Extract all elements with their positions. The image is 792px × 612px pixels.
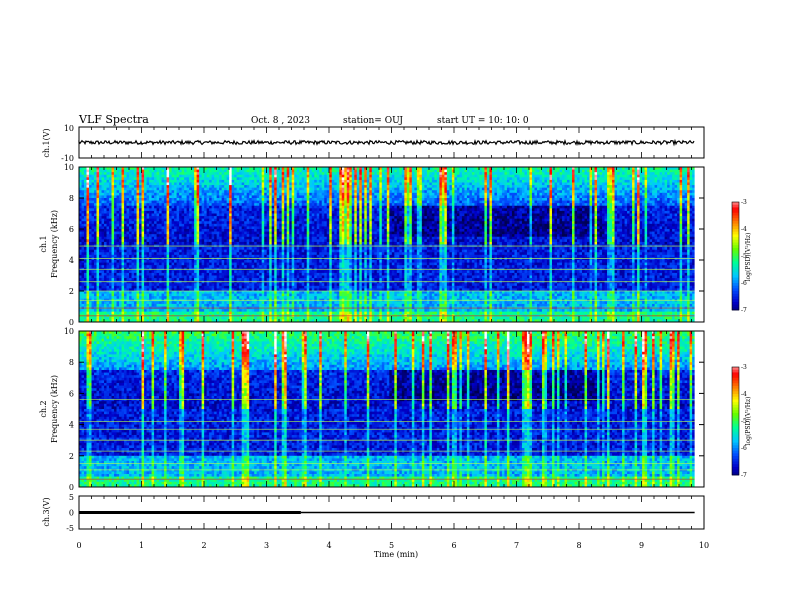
ch1-ytick-min: -10: [61, 154, 74, 163]
ch1-ytick-max: 10: [64, 124, 74, 133]
x-tick-label: 1: [139, 541, 144, 550]
spec-ytick-label: 0: [69, 318, 74, 327]
colorbar-tick-label: -5: [741, 418, 747, 425]
colorbar-tick-label: -7: [741, 472, 747, 479]
spec-ytick-label: 4: [69, 256, 74, 265]
ch2-colorbar-label: log(PSD)(V²/Hz): [745, 397, 752, 446]
ch3-ytick-min: -5: [66, 524, 74, 533]
x-tick-label: 2: [201, 541, 206, 550]
ch1-waveform-line: [78, 138, 695, 147]
colorbar-tick-label: -4: [741, 391, 747, 398]
colorbar-tick-label: -7: [741, 307, 747, 314]
colorbar-tick-label: -6: [741, 280, 747, 287]
ch2-spec-ylabel-channel: ch.2: [39, 400, 48, 417]
x-tick-label: 4: [326, 541, 331, 550]
ch1-spec-ylabel-freq: Frequency (kHz): [50, 210, 59, 278]
x-tick-label: 6: [451, 541, 456, 550]
ch3-ytick-mid: 0: [69, 509, 74, 518]
ch2-colorbar: -3 -4 -5 -6 -7: [731, 364, 747, 479]
colorbar-tick-label: -5: [741, 253, 747, 260]
colorbar-tick-label: -6: [741, 445, 747, 452]
spec-ytick-label: 10: [64, 327, 74, 336]
spec-ytick-label: 10: [64, 163, 74, 172]
x-tick-label: 9: [639, 541, 644, 550]
ch1-spec-ylabel-channel: ch.1: [39, 235, 48, 252]
ch3-ytick-max: 5: [69, 493, 74, 502]
x-tick-label: 10: [699, 541, 709, 550]
x-axis-ticks: [78, 127, 705, 529]
colorbar-tick-label: -4: [741, 226, 747, 233]
ch1-ylabel: ch.1(V): [42, 128, 51, 157]
ch1-colorbar-label: log(PSD)(V²/Hz): [745, 233, 752, 282]
spec-ytick-label: 2: [69, 287, 74, 296]
ch3-ylabel: ch.3(V): [42, 497, 51, 526]
ch1-colorbar: -3 -4 -5 -6 -7: [731, 199, 747, 314]
x-axis-label: Time (min): [374, 550, 418, 559]
x-tick-label: 8: [576, 541, 581, 550]
ch2-spec-yticks: 0 2 4 6 8 10: [64, 327, 704, 492]
ch1-waveform-trace: [78, 138, 695, 147]
figure-title: VLF Spectra: [78, 113, 149, 126]
ch1-spec-yticks: 0 2 4 6 8 10: [64, 163, 704, 327]
ch2-spectrogram: [79, 331, 704, 488]
colorbar-tick-label: -3: [741, 199, 747, 206]
start-time-label: start UT = 10: 10: 0: [437, 116, 529, 126]
colorbar-tick-label: -3: [741, 364, 747, 371]
spec-ytick-label: 6: [69, 389, 74, 398]
date-label: Oct. 8 , 2023: [251, 116, 310, 126]
x-axis-tick-labels: 0 1 2 3 4 5 6 7 8 9 10: [76, 541, 709, 550]
spec-ytick-label: 6: [69, 225, 74, 234]
spec-ytick-label: 8: [69, 358, 74, 367]
ch1-spectrogram: [79, 167, 704, 323]
spec-ytick-label: 0: [69, 483, 74, 492]
spec-ytick-label: 4: [69, 421, 74, 430]
x-tick-label: 7: [514, 541, 519, 550]
x-tick-label: 0: [76, 541, 81, 550]
spec-ytick-label: 2: [69, 452, 74, 461]
spec-ytick-label: 8: [69, 194, 74, 203]
x-tick-label: 5: [389, 541, 394, 550]
ch2-spec-ylabel-freq: Frequency (kHz): [50, 375, 59, 443]
x-tick-label: 3: [264, 541, 269, 550]
station-label: station= OUJ: [343, 116, 403, 126]
